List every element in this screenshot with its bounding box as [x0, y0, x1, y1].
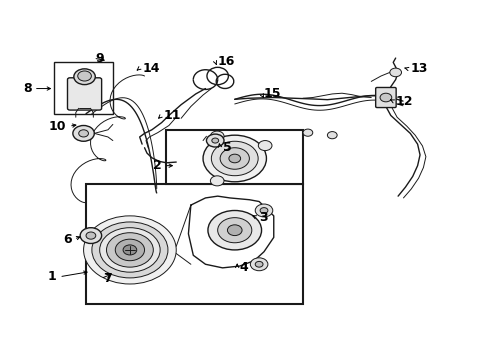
- Circle shape: [250, 258, 267, 271]
- Circle shape: [86, 232, 96, 239]
- Bar: [54, 62, 113, 114]
- Text: 11: 11: [163, 109, 181, 122]
- Text: 13: 13: [409, 62, 427, 75]
- Circle shape: [303, 129, 312, 136]
- Circle shape: [217, 218, 251, 243]
- Circle shape: [258, 140, 271, 150]
- FancyBboxPatch shape: [375, 87, 395, 108]
- Text: 15: 15: [264, 87, 281, 100]
- FancyBboxPatch shape: [67, 78, 102, 110]
- Circle shape: [211, 138, 218, 143]
- Circle shape: [327, 132, 336, 139]
- Text: 2: 2: [153, 159, 161, 172]
- Circle shape: [379, 93, 391, 102]
- Circle shape: [74, 69, 95, 85]
- Circle shape: [123, 245, 137, 255]
- Text: 12: 12: [395, 95, 412, 108]
- Circle shape: [73, 126, 94, 141]
- Circle shape: [220, 148, 249, 169]
- Text: 14: 14: [142, 62, 159, 75]
- Circle shape: [211, 141, 258, 176]
- Circle shape: [255, 261, 263, 267]
- Circle shape: [206, 134, 224, 147]
- Circle shape: [260, 208, 267, 213]
- Circle shape: [80, 228, 102, 243]
- Circle shape: [115, 239, 144, 261]
- Text: 4: 4: [239, 261, 248, 274]
- Circle shape: [210, 176, 224, 186]
- Text: 9: 9: [96, 51, 104, 64]
- Text: 16: 16: [217, 55, 235, 68]
- Circle shape: [203, 135, 266, 182]
- Circle shape: [389, 68, 401, 77]
- Bar: [86, 184, 303, 304]
- Circle shape: [83, 216, 176, 284]
- Text: 6: 6: [62, 233, 71, 246]
- Text: 10: 10: [49, 120, 66, 133]
- Circle shape: [228, 154, 240, 163]
- Circle shape: [92, 222, 167, 278]
- Circle shape: [210, 131, 224, 141]
- Text: 5: 5: [222, 141, 231, 154]
- Circle shape: [255, 204, 272, 217]
- Circle shape: [106, 233, 153, 267]
- Circle shape: [100, 228, 160, 272]
- Text: 7: 7: [103, 272, 112, 285]
- Bar: [166, 130, 303, 184]
- Circle shape: [207, 211, 261, 250]
- Circle shape: [78, 71, 91, 81]
- Circle shape: [79, 130, 88, 137]
- Text: 1: 1: [48, 270, 57, 283]
- Circle shape: [227, 225, 242, 235]
- Text: 8: 8: [23, 82, 31, 95]
- Text: 3: 3: [259, 211, 267, 224]
